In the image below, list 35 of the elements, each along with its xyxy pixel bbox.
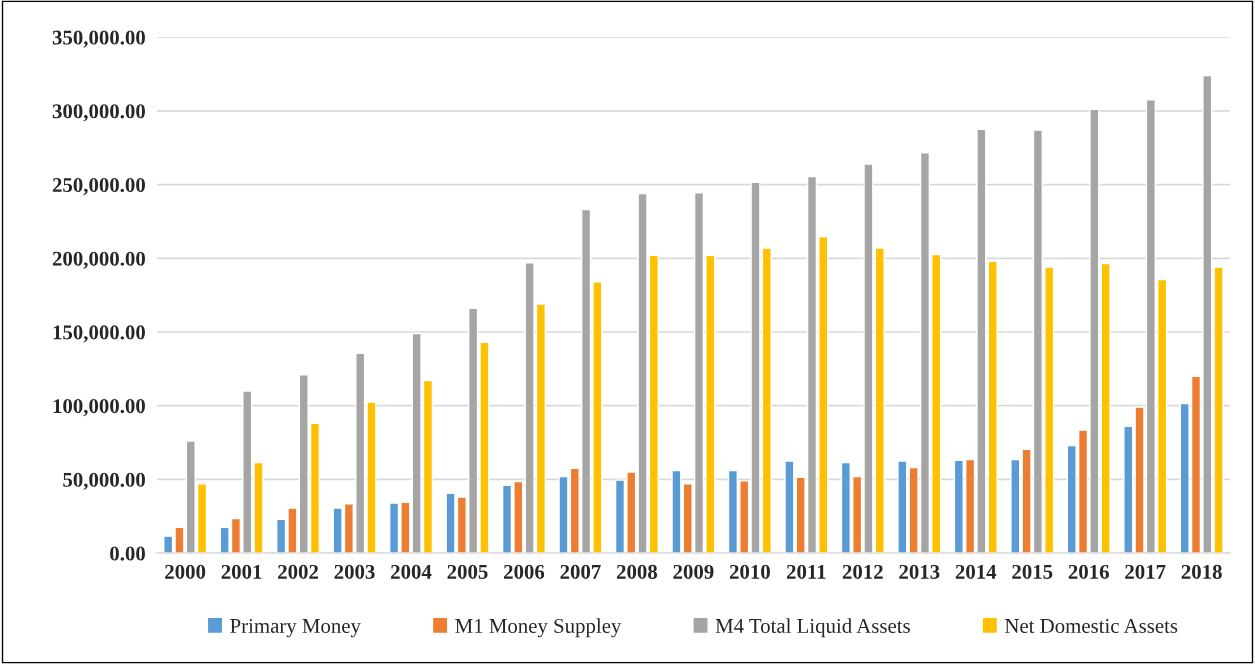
x-tick-label: 2013 (899, 564, 940, 579)
y-tick-label: 250,000.00 (52, 177, 145, 196)
x-tick-label: 2000 (165, 564, 206, 579)
bar (897, 460, 908, 554)
x-tick-label: 2001 (221, 564, 262, 579)
bar (784, 460, 795, 554)
x-tick-label: 2002 (278, 564, 318, 579)
y-tick-label: 0.00 (110, 546, 145, 561)
x-tick-label: 2015 (1012, 564, 1053, 579)
bar (1100, 262, 1111, 554)
bar (1213, 266, 1224, 554)
x-tick-label: 2018 (1181, 564, 1222, 579)
x-tick-label: 2004 (391, 564, 432, 579)
y-tick-label: 200,000.00 (52, 251, 145, 269)
x-tick-label: 2016 (1068, 564, 1109, 579)
y-tick-label: 350,000.00 (52, 30, 145, 48)
x-tick-label: 2009 (673, 564, 714, 579)
x-tick-label: 2014 (955, 564, 997, 579)
legend-label: Primary Money (230, 618, 361, 638)
x-tick-label: 2008 (616, 564, 658, 579)
x-tick-label: 2005 (447, 564, 488, 579)
x-tick-label: 2010 (729, 564, 770, 579)
y-tick-label: 100,000.00 (53, 399, 145, 417)
legend-label: M4 Total Liquid Assets (715, 618, 910, 638)
legend-label: Net Domestic Assets (1004, 618, 1178, 633)
legend-label: M1 Money Suppley (455, 618, 622, 638)
y-tick-label: 300,000.00 (52, 104, 145, 122)
x-tick-label: 2017 (1125, 564, 1166, 579)
y-tick-label: 150,000.00 (53, 325, 145, 343)
x-tick-label: 2011 (786, 564, 826, 579)
x-tick-label: 2012 (842, 564, 883, 579)
x-tick-label: 2003 (334, 564, 375, 579)
x-tick-label: 2006 (504, 564, 545, 579)
x-tick-label: 2007 (560, 564, 601, 579)
y-tick-label: 50,000.00 (63, 472, 145, 490)
